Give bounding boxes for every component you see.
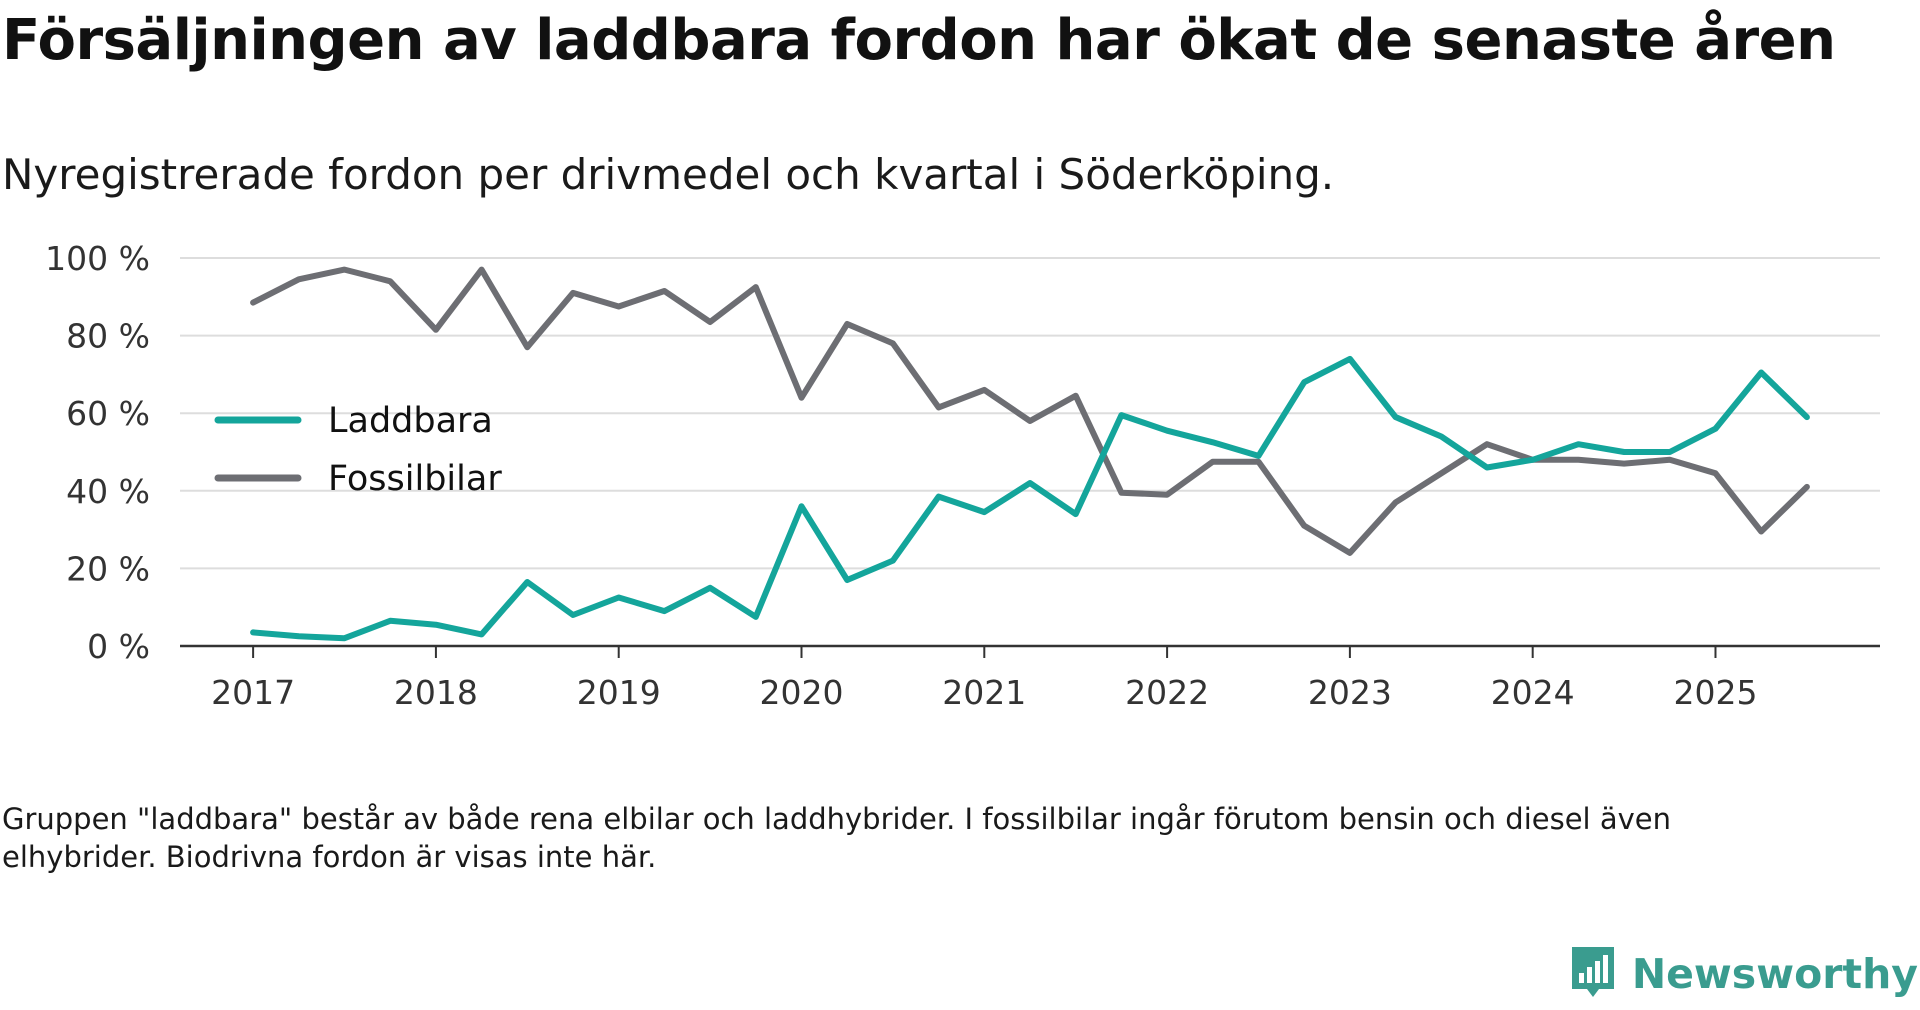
brand-name: Newsworthy: [1631, 950, 1918, 998]
y-tick-label: 20 %: [66, 549, 150, 588]
grid-lines: [180, 257, 1880, 570]
x-axis: 2017 2018 2019 2020 2021 2022 2023 2024 2025: [180, 644, 1880, 712]
y-tick-label: 40 %: [66, 472, 150, 511]
y-axis-tick-labels: 0 % 20 % 40 % 60 % 80 % 100 %: [45, 239, 150, 666]
series-line-laddbara: [250, 355, 1810, 642]
chart-title: Försäljningen av laddbara fordon har öka…: [2, 8, 1836, 73]
x-tick-label: 2025: [1673, 673, 1757, 712]
x-tick-label: 2021: [942, 673, 1026, 712]
y-tick-label: 100 %: [45, 239, 150, 278]
x-tick-label: 2024: [1491, 673, 1575, 712]
x-tick-label: 2019: [577, 673, 661, 712]
legend-label-laddbara: Laddbara: [328, 401, 493, 441]
newsworthy-logo-icon: [1571, 947, 1614, 997]
footnote: Gruppen "laddbara" består av både rena e…: [2, 802, 1671, 874]
line-chart: 0 % 20 % 40 % 60 % 80 % 100 % 2017 2018 2019 202…: [45, 239, 1880, 712]
x-tick-label: 2020: [760, 673, 844, 712]
legend-label-fossilbilar: Fossilbilar: [328, 459, 502, 499]
y-tick-label: 60 %: [66, 394, 150, 433]
x-tick-label: 2018: [394, 673, 478, 712]
brand: Newsworthy: [1568, 938, 1918, 1010]
series-line-fossilbilar: [250, 266, 1810, 556]
chart-subtitle: Nyregistrerade fordon per drivmedel och …: [2, 150, 1335, 199]
x-tick-label: 2023: [1308, 673, 1392, 712]
series-lines: [250, 266, 1810, 642]
y-tick-label: 80 %: [66, 317, 150, 356]
x-tick-label: 2022: [1125, 673, 1209, 712]
y-tick-label: 0 %: [87, 627, 150, 666]
legend: Laddbara Fossilbilar: [214, 401, 502, 499]
x-tick-label: 2017: [211, 673, 295, 712]
